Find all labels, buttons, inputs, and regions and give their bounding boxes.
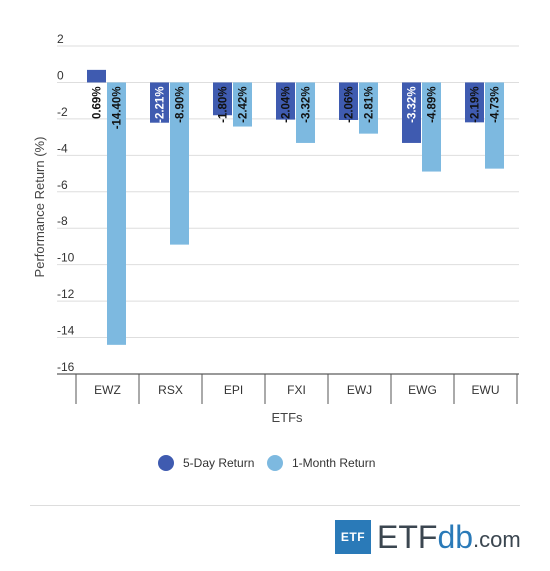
bar-5day-ewu bbox=[465, 82, 484, 123]
data-label: -2.81% bbox=[364, 86, 376, 122]
data-label: -4.89% bbox=[427, 86, 439, 122]
bar-5day-fxi bbox=[276, 82, 295, 120]
bar-5day-epi bbox=[213, 82, 232, 116]
legend-label: 5-Day Return bbox=[183, 456, 254, 470]
bar-5day-ewz bbox=[87, 69, 106, 83]
y-axis-title: Performance Return (%) bbox=[32, 137, 47, 278]
chart-bars bbox=[87, 69, 504, 345]
data-label: -4.73% bbox=[490, 86, 502, 122]
x-tick-label: EWU bbox=[472, 383, 500, 397]
y-tick-label: -12 bbox=[57, 287, 75, 301]
data-label: -2.19% bbox=[470, 86, 482, 122]
bar-5day-ewg bbox=[402, 82, 421, 143]
y-tick-label: -14 bbox=[57, 324, 75, 338]
x-tick-label: FXI bbox=[287, 383, 306, 397]
y-tick-label: -4 bbox=[57, 141, 68, 155]
data-label: -2.21% bbox=[155, 86, 167, 122]
bar-5day-ewj bbox=[339, 82, 358, 120]
bar-1month-ewg bbox=[422, 82, 441, 172]
data-label: -2.04% bbox=[281, 86, 293, 122]
legend-label: 1-Month Return bbox=[292, 456, 375, 470]
bar-chart: 2 0 -2 -4 -6 -8 -10 -12 -14 -16 0.69% -14.40% -2.21… bbox=[32, 32, 519, 471]
y-tick-label: -8 bbox=[57, 214, 68, 228]
chart-data-labels: 0.69% -14.40% -2.21% -8.90% -1.80% -2.42% -2.0… bbox=[92, 86, 502, 129]
bar-1month-rsx bbox=[170, 82, 189, 245]
bar-1month-ewz bbox=[107, 82, 126, 345]
data-label: -8.90% bbox=[175, 86, 187, 122]
y-tick-label: -2 bbox=[57, 105, 68, 119]
data-label: -1.80% bbox=[218, 86, 230, 122]
bar-1month-ewj bbox=[359, 82, 378, 134]
data-label: -14.40% bbox=[112, 86, 124, 129]
etfdb-logo-box: ETF bbox=[335, 520, 371, 554]
x-tick-label: EPI bbox=[224, 383, 243, 397]
etfdb-logo[interactable]: ETF ETF db .com bbox=[335, 520, 521, 554]
footer-divider bbox=[30, 505, 520, 506]
y-tick-label: 2 bbox=[57, 32, 64, 46]
y-tick-label: -16 bbox=[57, 360, 75, 374]
y-tick-label: -6 bbox=[57, 178, 68, 192]
etfdb-logo-text-etf: ETF bbox=[377, 519, 438, 555]
data-label: 0.69% bbox=[92, 86, 104, 119]
x-tick-label: EWJ bbox=[347, 383, 372, 397]
legend-marker bbox=[158, 455, 174, 471]
y-tick-label: -10 bbox=[57, 251, 75, 265]
chart-legend: 5-Day Return 1-Month Return bbox=[158, 455, 375, 471]
y-tick-label: 0 bbox=[57, 68, 64, 82]
etfdb-logo-text-com: .com bbox=[473, 527, 521, 552]
x-tick-label: EWZ bbox=[94, 383, 121, 397]
bar-1month-fxi bbox=[296, 82, 315, 143]
x-tick-label: RSX bbox=[158, 383, 183, 397]
chart-grid: 2 0 -2 -4 -6 -8 -10 -12 -14 -16 bbox=[57, 32, 519, 375]
bar-1month-ewu bbox=[485, 82, 504, 169]
data-label: -3.32% bbox=[407, 86, 419, 122]
bar-5day-rsx bbox=[150, 82, 169, 123]
data-label: -2.42% bbox=[238, 86, 250, 122]
x-axis: EWZ RSX EPI FXI EWJ EWG EWU bbox=[75, 374, 518, 404]
data-label: -3.32% bbox=[301, 86, 313, 122]
x-axis-title: ETFs bbox=[271, 410, 303, 425]
x-tick-label: EWG bbox=[408, 383, 437, 397]
legend-marker bbox=[267, 455, 283, 471]
etfdb-logo-text-db: db bbox=[437, 519, 474, 555]
data-label: -2.06% bbox=[344, 86, 356, 122]
bar-1month-epi bbox=[233, 82, 252, 127]
